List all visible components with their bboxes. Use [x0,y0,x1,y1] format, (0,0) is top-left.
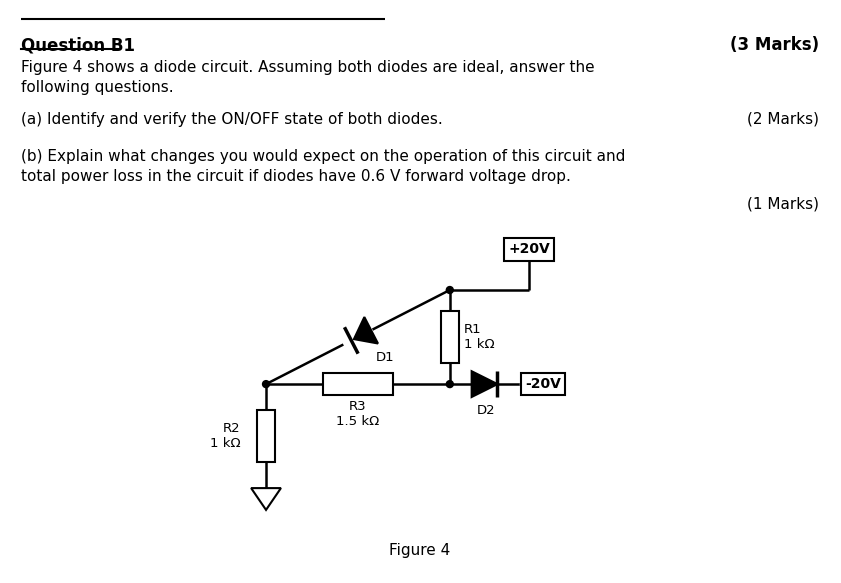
Text: (2 Marks): (2 Marks) [748,112,819,127]
Text: R2
1 kΩ: R2 1 kΩ [209,422,241,450]
Circle shape [447,381,453,388]
Text: (a) Identify and verify the ON/OFF state of both diodes.: (a) Identify and verify the ON/OFF state… [21,112,442,127]
Text: D1: D1 [376,351,394,364]
Polygon shape [354,317,378,343]
Bar [323,373,393,395]
Text: +20V: +20V [509,243,550,257]
Text: R1
1 kΩ: R1 1 kΩ [463,323,495,351]
Bar [257,410,275,462]
Text: -20V: -20V [526,377,561,391]
Text: (1 Marks): (1 Marks) [748,197,819,212]
Text: D2: D2 [477,404,496,417]
Polygon shape [472,371,498,397]
Text: (3 Marks): (3 Marks) [730,37,819,54]
Polygon shape [251,488,281,510]
Text: (b) Explain what changes you would expect on the operation of this circuit and
t: (b) Explain what changes you would expec… [21,149,625,184]
Circle shape [447,287,453,293]
Text: Figure 4 shows a diode circuit. Assuming both diodes are ideal, answer the
follo: Figure 4 shows a diode circuit. Assuming… [21,60,595,95]
Text: Figure 4: Figure 4 [389,543,451,557]
Text: R3
1.5 kΩ: R3 1.5 kΩ [336,400,379,428]
Text: Question B1: Question B1 [21,37,135,54]
Bar [441,311,458,363]
Circle shape [262,381,269,388]
